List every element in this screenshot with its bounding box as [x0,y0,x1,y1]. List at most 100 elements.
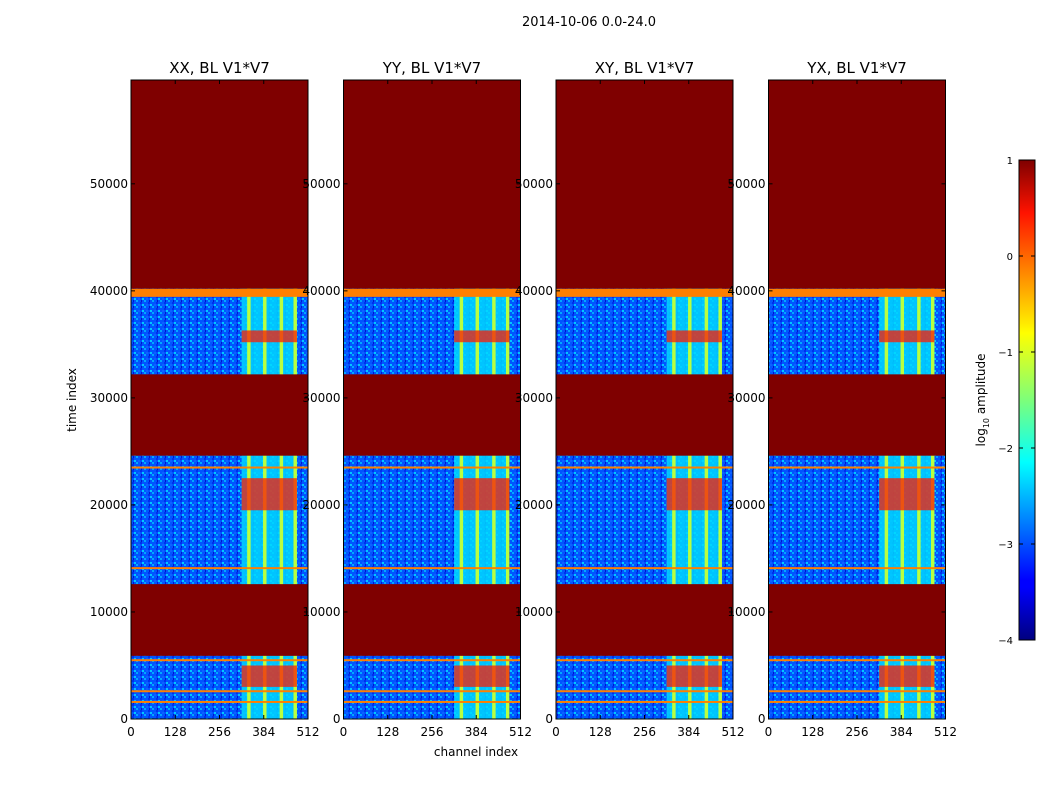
flagged-region [131,80,308,289]
y-axis-label: time index [65,368,79,432]
x-tick-label: 384 [465,725,488,739]
rfi-time-band [879,330,935,343]
horizontal-line [343,700,521,703]
horizontal-line [556,567,733,570]
y-tick-label: 20000 [90,498,128,512]
y-tick-label: 10000 [302,605,340,619]
panel-title: XX, BL V1*V7 [169,59,270,77]
y-tick-label: 30000 [515,391,553,405]
rfi-time-band [666,330,722,343]
x-tick-label: 512 [722,725,745,739]
horizontal-line [343,288,521,297]
x-tick-label: 0 [765,725,773,739]
x-tick-label: 128 [164,725,187,739]
x-tick-label: 384 [890,725,913,739]
colorbar-label: log10 amplitude [974,354,991,447]
y-tick-label: 30000 [727,391,765,405]
rfi-time-band [879,478,935,511]
horizontal-line [768,690,946,693]
y-tick-label: 50000 [727,177,765,191]
panel-title: XY, BL V1*V7 [595,59,695,77]
y-tick-label: 50000 [90,177,128,191]
horizontal-line [768,659,946,662]
y-tick-label: 0 [120,712,128,726]
horizontal-line [556,690,733,693]
x-tick-label: 0 [340,725,348,739]
x-tick-label: 512 [934,725,957,739]
y-tick-label: 0 [333,712,341,726]
y-tick-label: 30000 [90,391,128,405]
flagged-region [556,584,733,656]
horizontal-line [343,567,521,570]
flagged-region [556,80,733,289]
x-tick-label: 0 [127,725,135,739]
rfi-time-band [879,665,935,687]
flagged-region [768,80,946,289]
y-tick-label: 10000 [727,605,765,619]
colorbar: 1 0 −1 −2 −3 −4 log10 amplitude [974,156,1036,647]
colorbar-tick-label: 1 [1007,156,1013,167]
flagged-region [343,374,521,456]
y-tick-label: 40000 [90,284,128,298]
x-tick-label: 256 [208,725,231,739]
horizontal-line [131,659,308,662]
rfi-time-band [454,478,510,511]
rfi-time-band [454,665,510,687]
y-tick-label: 0 [545,712,553,726]
horizontal-line [131,567,308,570]
horizontal-line [131,288,308,297]
panel-1: 0 128 256 384 512 0 10000 20000 30000 40000 50000 Y… [302,59,532,739]
y-tick-label: 10000 [90,605,128,619]
y-tick-label: 40000 [302,284,340,298]
y-tick-label: 30000 [302,391,340,405]
rfi-time-band [666,665,722,687]
panel-3: 0 128 256 384 512 0 10000 20000 30000 40000 50000 Y… [727,59,957,739]
horizontal-line [343,690,521,693]
panel-2: 0 128 256 384 512 0 10000 20000 30000 40000 50000 X… [515,59,745,739]
horizontal-line [556,288,733,297]
x-tick-label: 128 [376,725,399,739]
colorbar-tick-label: 0 [1007,252,1013,263]
x-tick-label: 128 [589,725,612,739]
y-tick-label: 50000 [302,177,340,191]
x-tick-label: 256 [421,725,444,739]
horizontal-line [768,466,946,469]
y-tick-label: 40000 [515,284,553,298]
horizontal-line [768,288,946,297]
panel-title: YY, BL V1*V7 [382,59,481,77]
x-tick-label: 512 [509,725,532,739]
flagged-region [131,374,308,456]
horizontal-line [768,567,946,570]
colorbar-tick-label: −1 [998,348,1013,359]
flagged-region [343,80,521,289]
y-tick-label: 10000 [515,605,553,619]
flagged-region [131,584,308,656]
x-axis-label: channel index [434,745,518,759]
horizontal-line [556,466,733,469]
x-tick-label: 128 [801,725,824,739]
rfi-time-band [241,330,297,343]
x-tick-label: 384 [677,725,700,739]
y-tick-label: 20000 [727,498,765,512]
horizontal-line [131,700,308,703]
horizontal-line [556,700,733,703]
rfi-time-band [666,478,722,511]
horizontal-line [131,690,308,693]
panel-title: YX, BL V1*V7 [806,59,907,77]
rfi-time-band [241,665,297,687]
rfi-time-band [241,478,297,511]
horizontal-line [343,659,521,662]
flagged-region [556,374,733,456]
x-tick-label: 384 [252,725,275,739]
figure-suptitle: 2014-10-06 0.0-24.0 [522,15,656,30]
colorbar-tick-label: −3 [998,540,1013,551]
horizontal-line [343,466,521,469]
colorbar-tick-label: −2 [998,444,1013,455]
y-tick-label: 20000 [515,498,553,512]
flagged-region [768,374,946,456]
horizontal-line [768,700,946,703]
y-tick-label: 20000 [302,498,340,512]
flagged-region [768,584,946,656]
horizontal-line [556,659,733,662]
